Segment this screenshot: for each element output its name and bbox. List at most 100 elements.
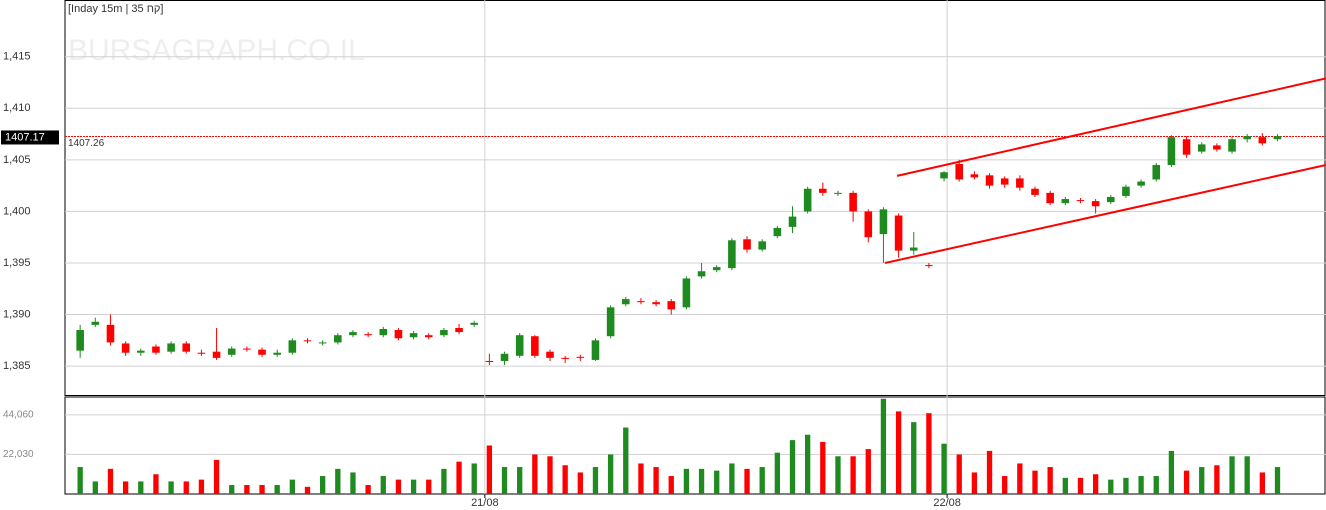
- candle-body: [76, 330, 84, 351]
- volume-bar: [623, 427, 629, 494]
- candle-body: [743, 239, 751, 250]
- volume-bar: [1092, 474, 1099, 494]
- candle-body: [394, 330, 403, 339]
- volume-bar: [77, 467, 83, 494]
- volume-bar: [971, 472, 978, 494]
- volume-bar: [805, 434, 811, 494]
- candle-body: [1137, 181, 1145, 186]
- volume-bar: [880, 398, 887, 494]
- candle-body: [243, 348, 251, 350]
- candle-body: [879, 209, 888, 235]
- volume-bar: [1229, 456, 1235, 494]
- candle-body: [803, 188, 812, 212]
- price-line-label: 1407.26: [68, 138, 105, 149]
- volume-bar: [1214, 465, 1220, 494]
- volume-bar: [547, 456, 553, 494]
- volume-bar: [1138, 476, 1144, 494]
- volume-bar: [1153, 476, 1159, 494]
- y-tick-label: 1,410: [3, 102, 31, 114]
- price-panel: [64, 0, 1326, 396]
- volume-bar: [259, 485, 265, 494]
- candle-body: [1167, 137, 1176, 166]
- candle-body: [318, 342, 327, 344]
- candle-body: [894, 215, 903, 251]
- volume-bar: [638, 463, 644, 494]
- candle-body: [1197, 144, 1206, 152]
- candle-body: [1016, 178, 1024, 188]
- candle-body: [1106, 196, 1115, 203]
- volume-bar: [986, 450, 993, 494]
- candle-body: [515, 335, 524, 356]
- candle-body: [334, 335, 342, 343]
- trend-line: [896, 77, 1326, 177]
- volume-bar: [1123, 477, 1129, 494]
- candle-body: [500, 353, 509, 361]
- volume-bar: [850, 456, 856, 494]
- candle-body: [728, 240, 736, 269]
- chart-title: [Inday 15m | 35 קח]: [68, 3, 163, 15]
- y-tick-label: 44,060: [3, 409, 34, 420]
- volume-bar: [1274, 467, 1281, 494]
- volume-bar: [289, 479, 295, 494]
- candle-body: [288, 340, 297, 353]
- volume-bar: [244, 485, 250, 494]
- volume-bar: [198, 479, 205, 494]
- volume-bar: [471, 463, 477, 494]
- candle-body: [182, 343, 191, 352]
- volume-bar: [153, 474, 159, 494]
- candle-body: [1182, 139, 1191, 155]
- volume-bar: [592, 467, 599, 494]
- volume-bar: [274, 485, 280, 494]
- volume-bar: [501, 467, 508, 494]
- volume-bar: [456, 461, 462, 494]
- candle-body: [91, 321, 100, 325]
- candle-body: [834, 192, 842, 194]
- candle-body: [652, 302, 660, 305]
- volume-bar: [426, 479, 432, 494]
- candle-body: [712, 267, 721, 271]
- candle-body: [985, 175, 994, 186]
- volume-bar: [1032, 470, 1038, 494]
- candle-body: [591, 340, 600, 360]
- candle-body: [1061, 199, 1070, 204]
- volume-bar: [213, 459, 220, 494]
- candle-body: [864, 211, 873, 238]
- volume-bar: [1244, 456, 1250, 494]
- candle-body: [546, 351, 554, 358]
- volume-bar: [1199, 467, 1205, 494]
- candle-body: [455, 327, 463, 333]
- volume-bar: [365, 485, 371, 494]
- volume-bar: [1047, 467, 1053, 494]
- x-tick-label: 22/08: [933, 497, 961, 509]
- volume-bar: [956, 454, 962, 494]
- volume-bar: [941, 443, 947, 494]
- candle-body: [470, 322, 479, 325]
- volume-bar: [486, 445, 493, 494]
- candle-body: [576, 356, 585, 358]
- candle-body: [773, 227, 782, 237]
- last-price-box: [1, 130, 59, 145]
- volume-bar: [1077, 477, 1084, 494]
- candle-body: [621, 299, 630, 305]
- candle-body: [682, 278, 691, 308]
- volume-bar: [138, 481, 144, 494]
- y-tick-label: 1,405: [3, 154, 31, 166]
- volume-bar: [107, 468, 114, 494]
- volume-bar: [335, 468, 341, 494]
- candle-body: [1273, 136, 1282, 140]
- volume-bar: [895, 411, 902, 494]
- volume-bar: [759, 467, 765, 494]
- candle-body: [258, 349, 266, 355]
- candle-body: [606, 307, 615, 337]
- y-tick-label: 1,415: [3, 51, 31, 63]
- candle-body: [273, 352, 281, 355]
- candle-body: [531, 336, 539, 356]
- x-tick-label: 21/08: [471, 497, 499, 509]
- candle-body: [136, 350, 145, 353]
- volume-bar: [835, 456, 841, 494]
- volume-bar: [395, 479, 402, 494]
- last-price-label: 1407.17: [5, 131, 45, 143]
- candle-body: [485, 360, 494, 362]
- volume-bar: [926, 413, 932, 494]
